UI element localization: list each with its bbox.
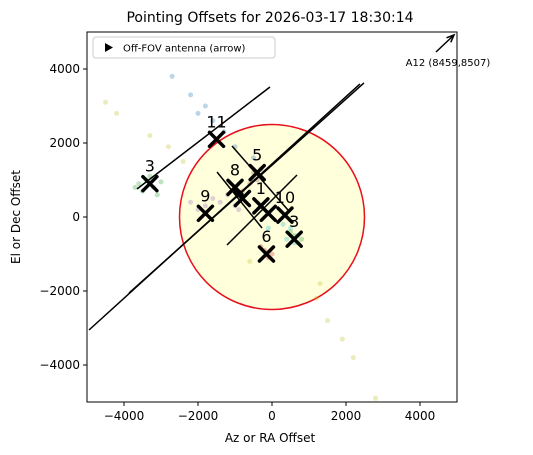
scatter-point bbox=[103, 99, 108, 105]
arrow-head bbox=[446, 33, 456, 43]
pointing-line bbox=[226, 174, 298, 246]
x-tick-label: 4000 bbox=[405, 409, 436, 423]
legend: Off-FOV antenna (arrow) bbox=[92, 36, 276, 59]
scatter-point bbox=[299, 236, 305, 242]
x-tick-label: 2000 bbox=[331, 409, 362, 423]
antenna-label: 11 bbox=[206, 112, 226, 131]
antenna-marker bbox=[285, 230, 303, 248]
scatter-point bbox=[325, 318, 330, 324]
scatter-point bbox=[165, 144, 171, 150]
scatter-point bbox=[288, 225, 293, 231]
scatter-point bbox=[373, 395, 379, 401]
y-tick-label: −2000 bbox=[39, 284, 80, 298]
scatter-point bbox=[350, 355, 356, 361]
pointing-line bbox=[128, 82, 365, 294]
antenna-label: 1 bbox=[256, 179, 266, 198]
scatter-point bbox=[236, 207, 242, 213]
scatter-point bbox=[188, 92, 194, 98]
y-tick-label: 0 bbox=[72, 210, 80, 224]
antenna-marker bbox=[257, 245, 276, 263]
legend-label: Off-FOV antenna (arrow) bbox=[123, 44, 246, 55]
scatter-point bbox=[114, 110, 120, 116]
scatter-point bbox=[202, 203, 208, 209]
scatter-point bbox=[284, 236, 290, 242]
antenna-marker bbox=[226, 178, 244, 197]
antenna-marker bbox=[207, 130, 226, 149]
antenna-label: 5 bbox=[252, 146, 262, 165]
scatter-point bbox=[202, 103, 208, 109]
pointing-line bbox=[231, 145, 289, 211]
arrow-shaft bbox=[435, 34, 455, 53]
y-tick-label: 4000 bbox=[49, 62, 80, 76]
x-tick-label: −2000 bbox=[178, 409, 219, 423]
antenna-marker bbox=[196, 204, 215, 223]
scatter-point bbox=[158, 179, 164, 185]
scatter-point bbox=[247, 258, 253, 264]
antenna-label: 8 bbox=[230, 160, 240, 179]
legend-box bbox=[92, 36, 276, 59]
y-tick-label: 2000 bbox=[49, 136, 80, 150]
pointing-line bbox=[136, 86, 271, 190]
antenna-marker bbox=[248, 163, 266, 182]
chart-title: Pointing Offsets for 2026-03-17 18:30:14 bbox=[126, 10, 413, 26]
scatter-point bbox=[154, 192, 160, 198]
scatter-point bbox=[269, 251, 275, 257]
scatter-point bbox=[180, 159, 186, 164]
antenna-marker bbox=[259, 204, 278, 223]
scatter-point bbox=[317, 281, 323, 287]
scatter-point bbox=[147, 133, 153, 139]
scatter-point bbox=[210, 196, 216, 201]
arrow-label: A12 (8459,8507) bbox=[406, 58, 491, 69]
scatter-point bbox=[136, 181, 142, 187]
scatter-point bbox=[339, 336, 345, 342]
y-tick-label: −4000 bbox=[39, 358, 80, 372]
scatter-point bbox=[251, 155, 256, 161]
scatter-point bbox=[132, 184, 138, 190]
antenna-label: 10 bbox=[275, 188, 295, 207]
x-axis-label: Az or RA Offset bbox=[225, 431, 316, 445]
antenna-label: 6 bbox=[261, 227, 271, 246]
y-axis-label: El or Dec Offset bbox=[9, 170, 23, 264]
antenna-marker bbox=[141, 174, 159, 193]
x-tick-label: −4000 bbox=[104, 409, 145, 423]
antenna-marker bbox=[276, 206, 294, 224]
scatter-point bbox=[195, 110, 201, 116]
scatter-point bbox=[265, 225, 271, 231]
antenna-label: 3 bbox=[289, 212, 299, 231]
scatter-point bbox=[280, 221, 286, 227]
scatter-point bbox=[217, 199, 223, 205]
antenna-label: 9 bbox=[200, 186, 210, 205]
scatter-point bbox=[188, 199, 194, 205]
x-tick-label: 0 bbox=[268, 409, 276, 423]
scatter-point bbox=[169, 73, 175, 79]
scatter-point bbox=[210, 118, 216, 124]
antenna-marker bbox=[233, 189, 252, 208]
antenna-label: 3 bbox=[145, 157, 155, 176]
legend-marker bbox=[105, 43, 113, 52]
scatter-point bbox=[313, 295, 319, 301]
